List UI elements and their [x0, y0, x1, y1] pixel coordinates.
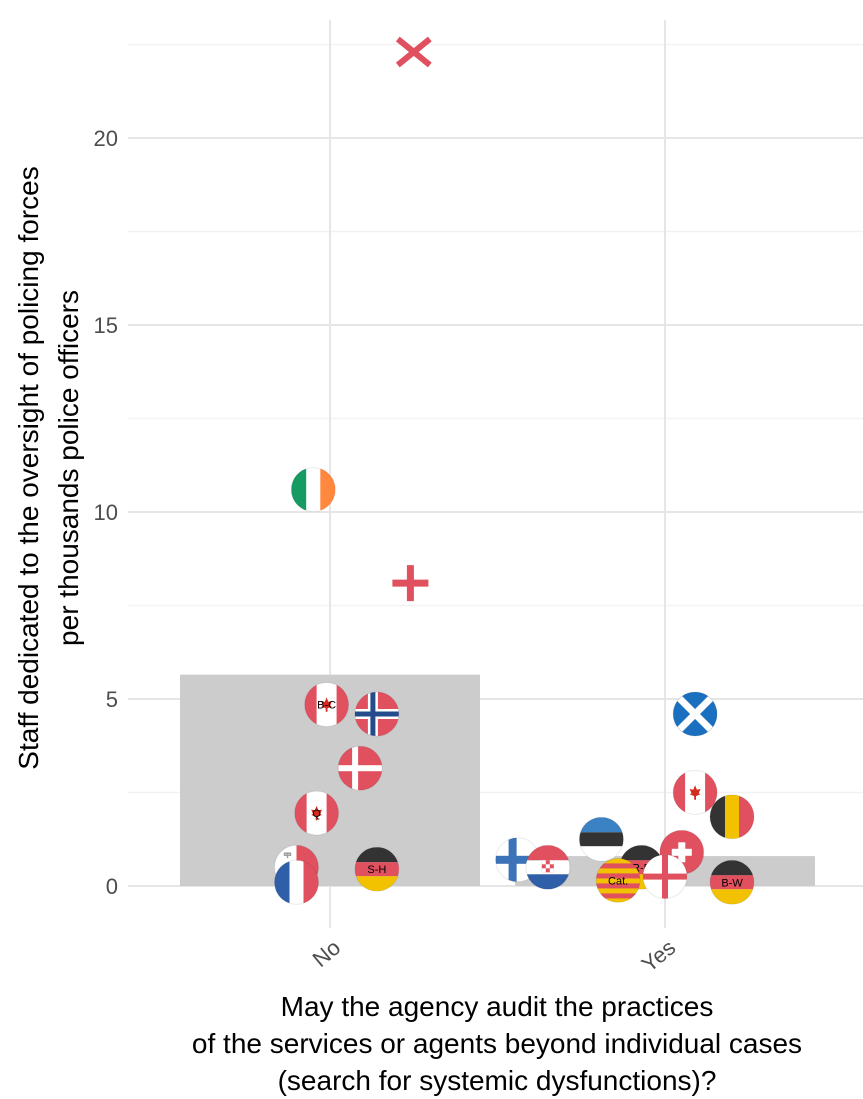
- y-tick-label: 15: [94, 313, 118, 338]
- data-point-flag-scotland: [672, 691, 718, 737]
- data-point-flag-canada: [672, 770, 718, 815]
- point-label: B-C: [317, 700, 336, 712]
- x-axis-title-line: (search for systemic dysfunctions)?: [278, 1065, 717, 1096]
- point-label: Cat.: [608, 875, 628, 887]
- data-point-flag-denmark: [337, 745, 383, 791]
- data-point-flag-germany: S-H: [354, 846, 400, 892]
- y-axis-title-line: per thousands police officers: [53, 290, 84, 646]
- data-point-flag-norway: [354, 691, 400, 737]
- y-axis-title-line: Staff dedicated to the oversight of poli…: [13, 166, 44, 769]
- x-tick-label-no: No: [308, 935, 346, 972]
- x-tick-labels: No Yes: [308, 935, 681, 977]
- data-point-flag-france: [274, 859, 319, 905]
- data-point-flag-estonia: [578, 816, 624, 862]
- point-label: Q: [312, 808, 321, 820]
- point-label: B-W: [721, 877, 743, 889]
- data-point-flag-germany: B-W: [709, 859, 755, 905]
- data-point-flag-canada: B-C: [304, 682, 350, 728]
- y-tick-labels: 0 5 10 15 20: [94, 126, 118, 899]
- y-tick-label: 10: [94, 500, 118, 525]
- y-tick-label: 5: [106, 687, 118, 712]
- data-point-cross-x: [395, 36, 432, 68]
- y-tick-label: 20: [94, 126, 118, 151]
- x-axis-title-line: May the agency audit the practices: [281, 991, 714, 1022]
- x-axis-title-line: of the services or agents beyond individ…: [192, 1028, 802, 1059]
- data-point-flag-belgium: [709, 794, 755, 840]
- y-axis-title: Staff dedicated to the oversight of poli…: [13, 166, 84, 769]
- data-point-flag-england: [642, 854, 688, 900]
- x-tick-label-yes: Yes: [637, 935, 681, 977]
- data-point-flag-ireland: [290, 467, 336, 513]
- data-point-plus: [392, 565, 429, 602]
- x-axis-title: May the agency audit the practices of the…: [192, 991, 802, 1096]
- data-point-flag-catalonia: Cat.: [595, 857, 641, 903]
- data-point-flag-canada: Q: [294, 790, 340, 836]
- point-label: S-H: [367, 864, 386, 876]
- data-point-flag-croatia: [525, 844, 571, 890]
- y-tick-label: 0: [106, 874, 118, 899]
